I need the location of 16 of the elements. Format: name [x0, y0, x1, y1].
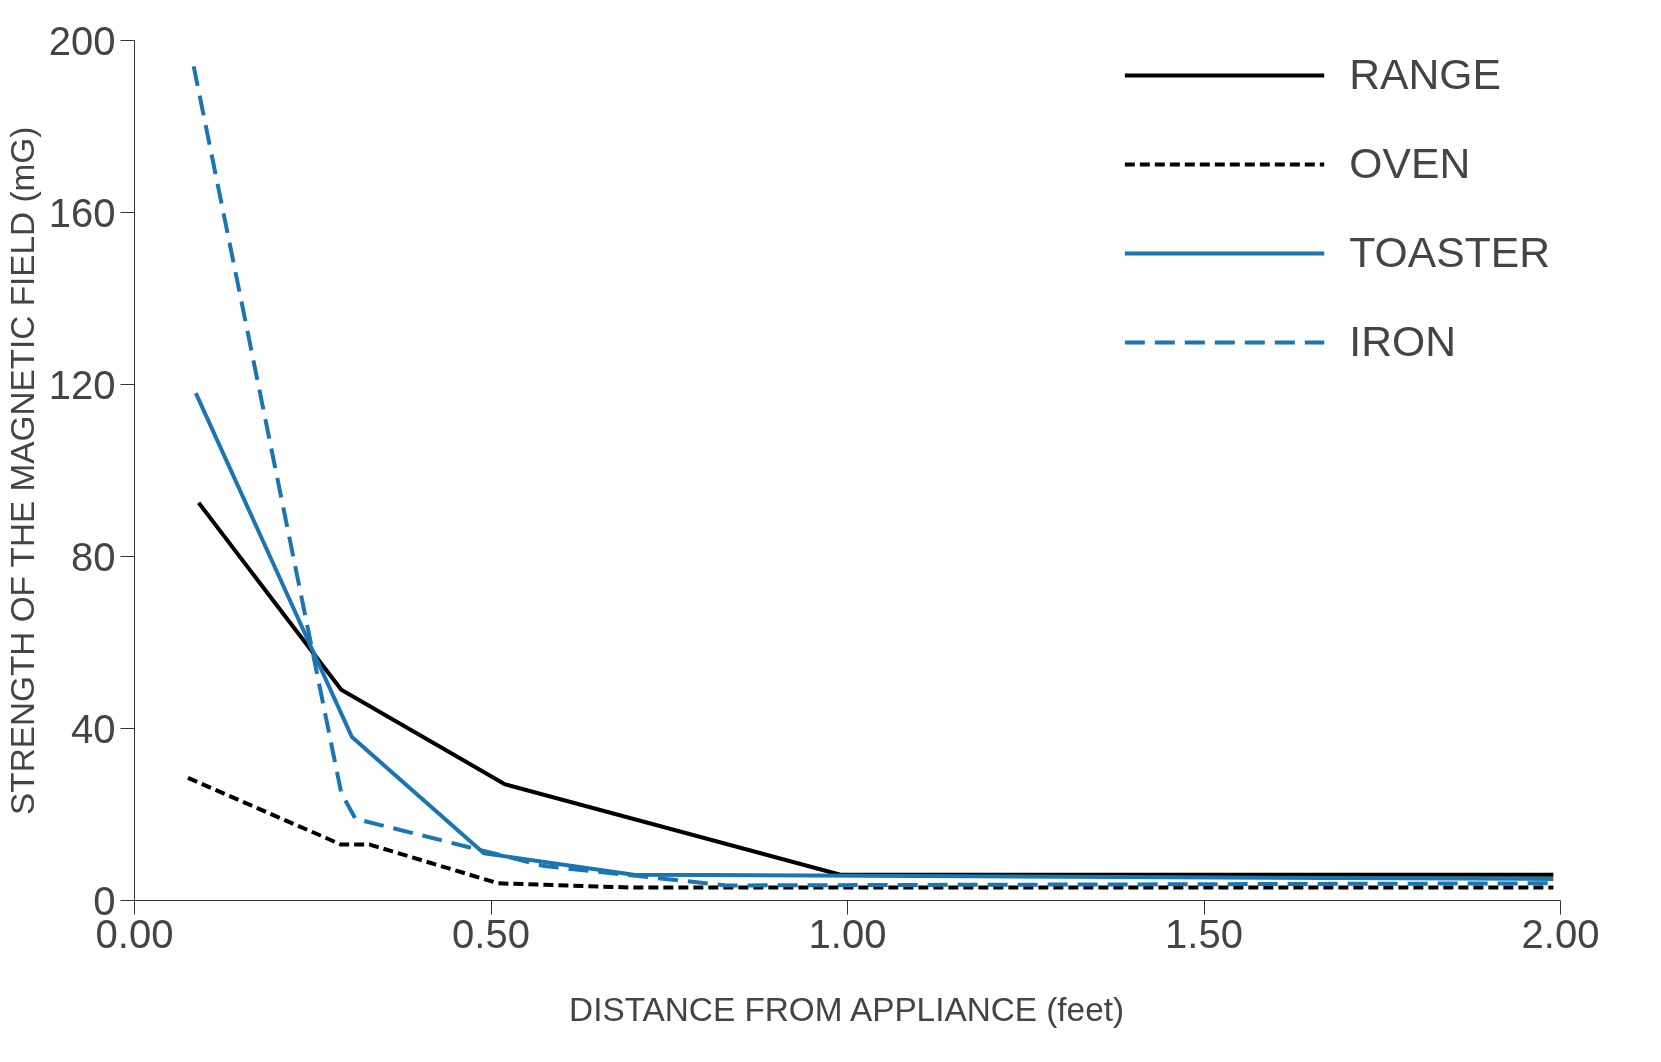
y-tick-label: 200 [48, 18, 116, 63]
line-series [185, 775, 1556, 890]
x-tick-label: 2.00 [1521, 911, 1600, 956]
legend-label: IRON [1349, 317, 1456, 366]
y-tick-label: 40 [71, 706, 116, 751]
y-tick-label: 160 [48, 190, 116, 235]
y-tick-label: 80 [71, 534, 116, 579]
x-tick-label: 0.50 [452, 911, 530, 956]
x-axis-title: DISTANCE FROM APPLIANCE (feet) [569, 990, 1125, 1028]
x-tick-label: 1.50 [1165, 911, 1243, 956]
legend-label: RANGE [1349, 50, 1502, 99]
x-tick-label: 1.00 [808, 911, 887, 956]
legend-label: TOASTER [1349, 228, 1550, 277]
y-axis-title: STRENGTH OF THE MAGNETIC FIELD (mG) [3, 126, 41, 815]
y-tick-label: 120 [48, 362, 116, 407]
legend-label: OVEN [1349, 139, 1471, 188]
